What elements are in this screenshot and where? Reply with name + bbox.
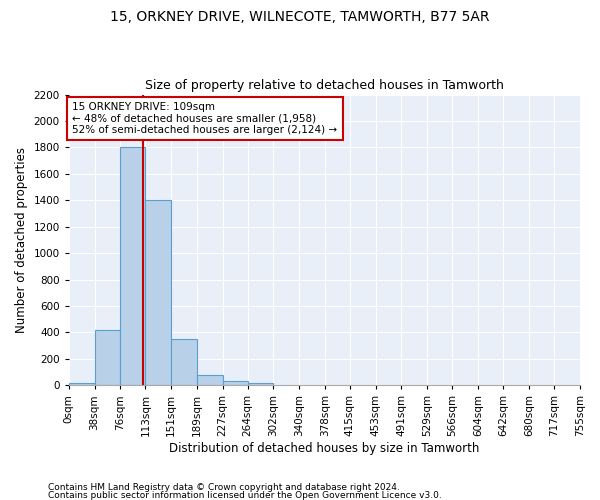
Bar (120, 148, 145, 386)
Text: Contains public sector information licensed under the Open Government Licence v3: Contains public sector information licen… (48, 490, 442, 500)
X-axis label: Distribution of detached houses by size in Tamworth: Distribution of detached houses by size … (169, 442, 479, 455)
Title: Size of property relative to detached houses in Tamworth: Size of property relative to detached ho… (145, 79, 504, 92)
Bar (248, 382, 273, 386)
Bar (95, 330, 120, 386)
Y-axis label: Number of detached properties: Number of detached properties (15, 147, 28, 333)
Text: Contains HM Land Registry data © Crown copyright and database right 2024.: Contains HM Land Registry data © Crown c… (48, 484, 400, 492)
Bar (171, 339, 197, 386)
Bar (223, 380, 248, 386)
Text: 15, ORKNEY DRIVE, WILNECOTE, TAMWORTH, B77 5AR: 15, ORKNEY DRIVE, WILNECOTE, TAMWORTH, B… (110, 10, 490, 24)
Bar (69, 382, 95, 386)
Bar (145, 200, 171, 386)
Bar (197, 374, 223, 386)
Text: 15 ORKNEY DRIVE: 109sqm
← 48% of detached houses are smaller (1,958)
52% of semi: 15 ORKNEY DRIVE: 109sqm ← 48% of detache… (72, 102, 337, 135)
